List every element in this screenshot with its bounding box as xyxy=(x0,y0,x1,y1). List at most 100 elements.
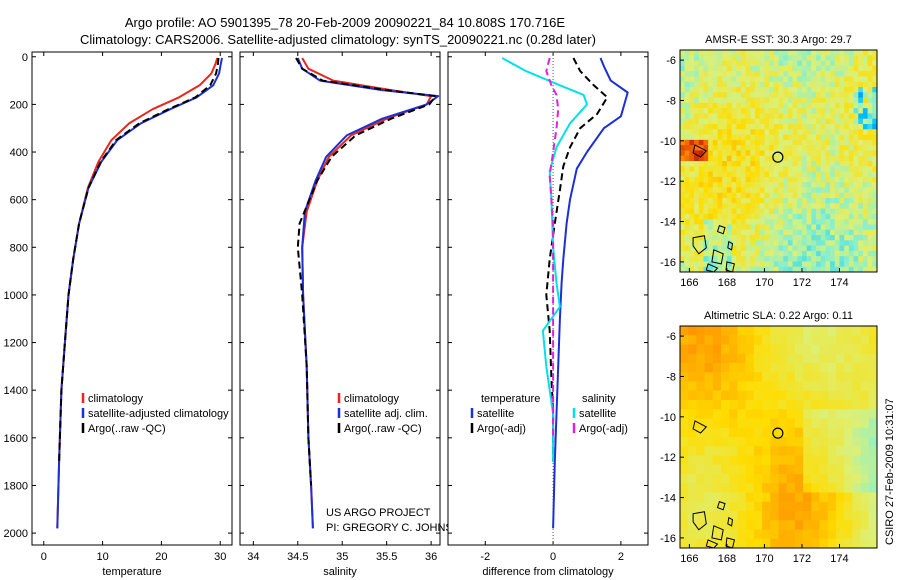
y-tick-label: 1400 xyxy=(4,385,28,397)
series-line xyxy=(296,57,440,529)
coastline-outline xyxy=(692,235,707,255)
side-stamp: CSIRO 27-Feb-2009 10:31:07 xyxy=(884,398,896,545)
legend-label: Argo(-adj) xyxy=(477,423,526,435)
y-tick-label: -8 xyxy=(666,371,676,383)
x-tick-label: 35.5 xyxy=(376,551,397,563)
y-tick-label: -10 xyxy=(660,412,676,424)
x-tick-label: 174 xyxy=(830,553,848,565)
legend: temperature satellite Argo(-adj) salinity sa… xyxy=(470,393,628,435)
float-location-marker xyxy=(772,151,784,163)
y-tick-label: -16 xyxy=(660,533,676,545)
x-tick-label: 35 xyxy=(336,551,348,563)
x-tick-label: 166 xyxy=(680,277,698,289)
map-panel-sla-map: Altimetric SLA: 0.22 Argo: 0.11 166 168 170… xyxy=(660,310,878,565)
y-tick-label: 1200 xyxy=(4,338,28,350)
series-line xyxy=(501,57,588,462)
profile-panel-salinity: 34 34.5 35 35.5 36 salinity climatology satelli… xyxy=(239,51,469,578)
float-location-marker xyxy=(772,427,784,439)
legend-label: satellite xyxy=(477,408,514,420)
x-tick-label: 166 xyxy=(680,553,698,565)
legend-label: Argo(..raw -QC) xyxy=(88,423,166,435)
x-tick-label: 170 xyxy=(755,277,773,289)
x-tick-label: 172 xyxy=(793,277,811,289)
map-frame xyxy=(679,325,878,549)
legend-label: Argo(..raw -QC) xyxy=(344,423,422,435)
y-tick-label: -12 xyxy=(660,452,676,464)
x-tick-label: 174 xyxy=(830,277,848,289)
y-tick-label: 1600 xyxy=(4,433,28,445)
series-line xyxy=(545,57,560,438)
x-tick-label: 2 xyxy=(618,551,624,563)
y-tick-label: -12 xyxy=(660,176,676,188)
x-tick-label: 168 xyxy=(718,277,736,289)
x-tick-label: 10 xyxy=(96,551,108,563)
y-tick-label: -14 xyxy=(660,493,676,505)
profile-panel-difference: -2 0 2 difference from climatology temperatu… xyxy=(447,51,649,578)
coastline-outline xyxy=(727,516,734,527)
series-line xyxy=(295,57,437,486)
plot-frame xyxy=(239,51,441,546)
legend-label: satellite xyxy=(579,408,616,420)
y-tick-label: -6 xyxy=(666,331,676,343)
map-title: AMSR-E SST: 30.3 Argo: 29.7 xyxy=(705,34,852,46)
x-axis-label: salinity xyxy=(323,566,357,578)
profile-panel-temperature: 0 10 20 30 0 200 400 600 800 1000 1200 1400 1600 1800… xyxy=(4,51,233,578)
x-axis-label: difference from climatology xyxy=(482,566,614,578)
x-tick-label: 168 xyxy=(718,553,736,565)
map-heatmap xyxy=(680,326,878,549)
x-tick-label: 30 xyxy=(214,551,226,563)
x-tick-label: 34.5 xyxy=(287,551,308,563)
legend-label: satellite-adjusted climatology xyxy=(88,408,229,420)
pi-annotation: PI: GREGORY C. JOHNSON xyxy=(326,522,469,534)
profile-panels: 0 10 20 30020040060080010001200140016001800… xyxy=(4,51,649,578)
y-tick-label: 400 xyxy=(10,147,28,159)
legend: climatology satellite-adjusted climatolog… xyxy=(81,393,229,435)
y-tick-label: 200 xyxy=(10,99,28,111)
y-tick-label: -8 xyxy=(666,95,676,107)
x-tick-label: 20 xyxy=(155,551,167,563)
y-tick-label: -10 xyxy=(660,136,676,148)
legend-group-title: temperature xyxy=(481,393,540,405)
y-tick-label: 2000 xyxy=(4,528,28,540)
map-panels: AMSR-E SST: 30.3 Argo: 29.7 166 168 170 172 1… xyxy=(660,34,878,565)
legend-label: satellite adj. clim. xyxy=(344,408,428,420)
y-tick-label: 600 xyxy=(10,195,28,207)
y-tick-label: -6 xyxy=(666,55,676,67)
x-tick-label: 170 xyxy=(755,553,773,565)
x-tick-label: 0 xyxy=(41,551,47,563)
coastline-outline xyxy=(711,525,724,541)
x-tick-label: 172 xyxy=(793,553,811,565)
coastline-outline xyxy=(692,420,708,434)
map-frame xyxy=(679,49,878,273)
figure-title-line-2: Climatology: CARS2006. Satellite-adjuste… xyxy=(80,32,596,47)
legend-label: climatology xyxy=(344,393,400,405)
y-tick-label: 1000 xyxy=(4,290,28,302)
map-title: Altimetric SLA: 0.22 Argo: 0.11 xyxy=(704,310,853,322)
x-tick-label: 0 xyxy=(550,551,556,563)
legend-group-title: salinity xyxy=(582,393,616,405)
coastline-outline xyxy=(692,511,707,531)
coastline-outline xyxy=(727,240,734,251)
plot-frame xyxy=(447,51,649,546)
legend-label: climatology xyxy=(88,393,144,405)
map-panel-sst-map: AMSR-E SST: 30.3 Argo: 29.7 166 168 170 172 1… xyxy=(660,34,878,289)
x-tick-label: 34 xyxy=(247,551,259,563)
y-tick-label: 0 xyxy=(22,52,28,64)
coastline-outline xyxy=(692,144,708,158)
y-tick-label: 800 xyxy=(10,242,28,254)
x-axis-label: temperature xyxy=(102,566,161,578)
y-tick-label: -16 xyxy=(660,257,676,269)
y-tick-label: 1800 xyxy=(4,480,28,492)
legend-label: Argo(-adj) xyxy=(579,423,628,435)
project-annotation: US ARGO PROJECT xyxy=(326,507,431,519)
map-heatmap xyxy=(680,50,878,273)
series-line xyxy=(58,57,220,462)
y-tick-label: -14 xyxy=(660,217,676,229)
series-line xyxy=(545,57,609,462)
coastline-outline xyxy=(716,500,726,511)
series-line xyxy=(552,57,629,529)
legend: climatology satellite adj. clim. Argo(..ra… xyxy=(337,393,428,435)
plot-frame xyxy=(31,51,233,546)
coastline-outline xyxy=(711,249,724,265)
coastline-outline xyxy=(716,224,726,235)
